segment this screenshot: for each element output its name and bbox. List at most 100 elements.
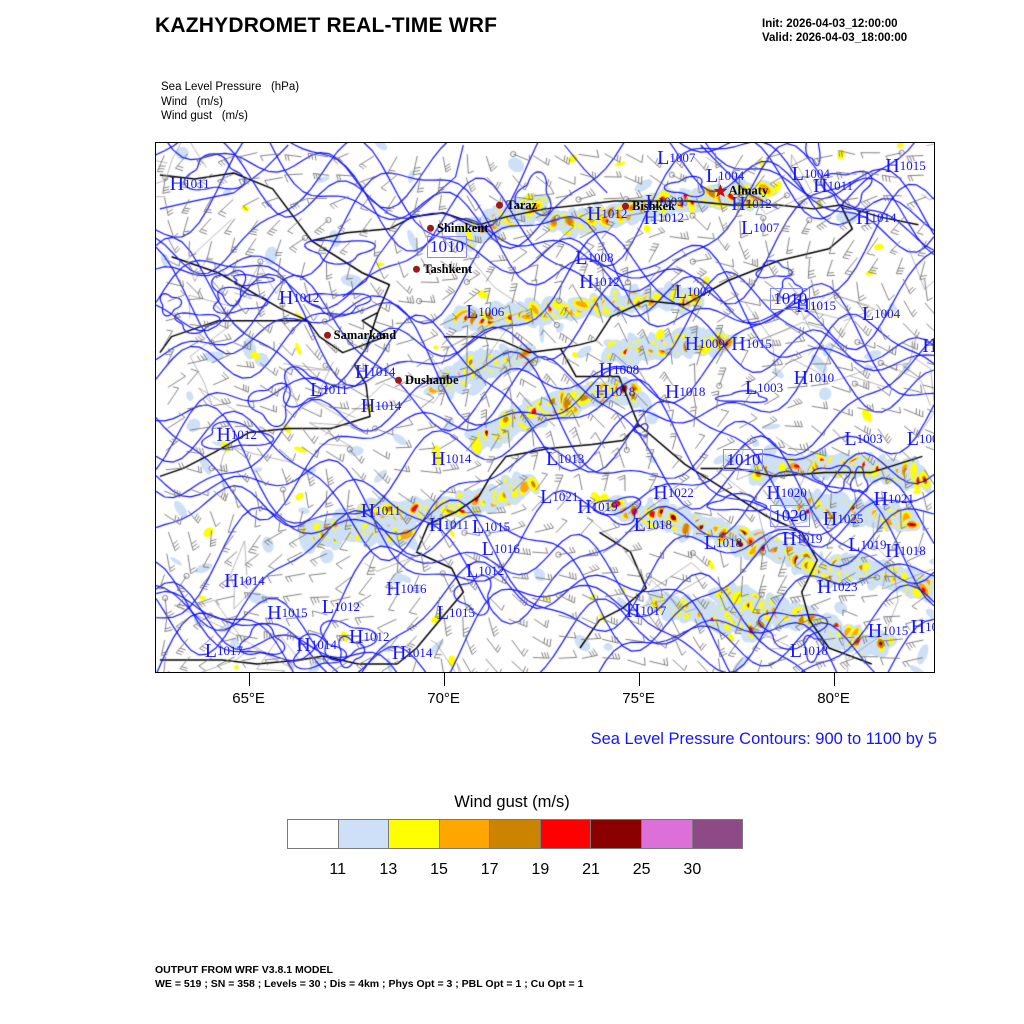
pressure-value: 1012	[745, 196, 772, 212]
footer-line-2: WE = 519 ; SN = 358 ; Levels = 30 ; Dis …	[155, 978, 584, 990]
pressure-center-label: H1009	[684, 333, 724, 356]
pressure-type: H	[910, 615, 926, 638]
pressure-type: H	[643, 207, 658, 230]
pressure-center-label: H1019	[782, 528, 822, 551]
pressure-type: L	[575, 247, 588, 270]
pressure-value: 1014	[310, 636, 337, 652]
colorbar-tick: 21	[582, 861, 600, 878]
pressure-center-label: H1015	[731, 333, 771, 356]
pressure-value: 1018	[716, 534, 743, 550]
colorbar-band-2	[389, 820, 440, 848]
model-run-times: Init: 2026-04-03_12:00:00 Valid: 2026-04…	[762, 17, 907, 45]
pressure-value: 1011	[322, 382, 348, 398]
city-marker-bishkek: Bishkek	[622, 200, 675, 213]
pressure-center-label: L1018	[790, 640, 828, 663]
pressure-type: L	[657, 147, 670, 170]
pressure-center-label: H1014	[392, 642, 432, 665]
pressure-center-label: L1003	[907, 428, 934, 451]
pressure-center-label: H1014	[355, 361, 395, 384]
pressure-center-label: H1014	[361, 395, 401, 418]
pressure-center-label: H1022	[653, 482, 693, 505]
pressure-value: 1015	[810, 298, 837, 314]
pressure-center-label: H1011	[813, 175, 853, 198]
pressure-type: H	[267, 601, 282, 624]
map-panel[interactable]: Almaty Taraz Shimkent Bishkek Tashkent Samark…	[155, 142, 935, 673]
pressure-center-label: L1018	[704, 532, 742, 555]
pressure-type: H	[766, 481, 781, 504]
field-wind-gust: Wind gust (m/s)	[161, 110, 248, 122]
pressure-value: 1004	[874, 306, 901, 322]
city-marker-tashkent: Tashkent	[413, 263, 472, 276]
pressure-center-label: L1003	[645, 191, 683, 214]
pressure-center-label: H1021	[874, 488, 914, 511]
city-dot-icon	[323, 331, 331, 339]
pressure-type: H	[653, 481, 668, 504]
pressure-value: 1015	[899, 158, 926, 174]
pressure-center-label: H1012	[216, 424, 256, 447]
pressure-value: 1008	[613, 362, 640, 378]
field-list: Sea Level Pressure (hPa) Wind (m/s) Wind…	[161, 80, 299, 124]
pressure-center-label: L1013	[546, 448, 584, 471]
colorbar-band-5	[540, 820, 592, 848]
pressure-center-label: L1021	[540, 486, 578, 509]
colorbar-tick: 19	[531, 861, 550, 878]
pressure-type: L	[436, 601, 450, 624]
pressure-center-label: H1016	[386, 578, 426, 601]
pressure-type: H	[391, 641, 407, 664]
pressure-value: 1012	[601, 206, 628, 222]
pressure-value: 1014	[369, 364, 396, 380]
contour-value-box: 1020	[770, 504, 811, 527]
footer-model-info: OUTPUT FROM WRF V3.8.1 MODEL WE = 519 ; …	[155, 963, 583, 991]
city-marker-shimkent: Shimkent	[427, 222, 488, 235]
colorbar-tick: 13	[379, 861, 398, 878]
pressure-type: H	[360, 499, 376, 522]
slp-contour-caption: Sea Level Pressure Contours: 900 to 1100…	[590, 730, 937, 748]
pressure-center-label: H1006	[922, 335, 934, 358]
pressure-center-label: L1015	[437, 602, 475, 625]
pressure-type: H	[216, 423, 231, 446]
pressure-value: 1019	[591, 498, 618, 514]
colorbar-band-8	[692, 820, 743, 848]
pressure-type: L	[204, 639, 217, 662]
colorbar-band-0	[288, 820, 339, 848]
pressure-center-label: L1019	[848, 534, 886, 557]
field-wind: Wind (m/s)	[161, 95, 223, 108]
colorbar-tick: 30	[683, 861, 702, 878]
pressure-type: H	[822, 507, 838, 530]
pressure-type: H	[885, 155, 900, 178]
pressure-value: 1015	[484, 518, 511, 534]
colorbar-band-4	[490, 820, 541, 848]
pressure-value: 1003	[757, 380, 784, 396]
pressure-center-label: H1012	[349, 626, 389, 649]
lon-tick-mark	[638, 673, 640, 686]
pressure-type: H	[430, 447, 446, 470]
pressure-value: 1025	[837, 510, 864, 526]
pressure-value: 1006	[478, 304, 505, 320]
pressure-center-label: L1007	[741, 217, 779, 240]
pressure-type: L	[861, 303, 875, 326]
pressure-value: 1011	[443, 516, 469, 532]
pressure-value: 1018	[899, 542, 926, 558]
pressure-center-label: L1011	[310, 379, 348, 402]
colorbar-tick-labels: 11 13 15 17 19 21 25 30	[287, 861, 743, 883]
pressure-value: 1017	[216, 642, 243, 658]
star-icon	[713, 184, 727, 198]
pressure-type: H	[224, 569, 239, 592]
city-marker-samarkand: Samarkand	[323, 329, 396, 342]
pressure-center-label: H1015	[796, 295, 836, 318]
pressure-center-label: L1007	[657, 147, 695, 170]
pressure-center-label: L1008	[575, 247, 613, 270]
pressure-center-label: H1014	[856, 207, 896, 230]
pressure-value: 1018	[609, 384, 636, 400]
pressure-value: 1013	[558, 450, 585, 466]
pressure-type: H	[867, 619, 883, 642]
pressure-value: 1014	[870, 210, 897, 226]
pressure-value: 1012	[593, 274, 620, 290]
init-time: Init: 2026-04-03_12:00:00	[762, 18, 898, 30]
pressure-value: 1011	[827, 178, 854, 194]
pressure-type: H	[577, 495, 592, 518]
pressure-type: H	[429, 513, 444, 536]
pressure-type: H	[625, 599, 641, 622]
pressure-center-label: L1016	[482, 538, 520, 561]
pressure-value: 1010	[808, 370, 835, 386]
